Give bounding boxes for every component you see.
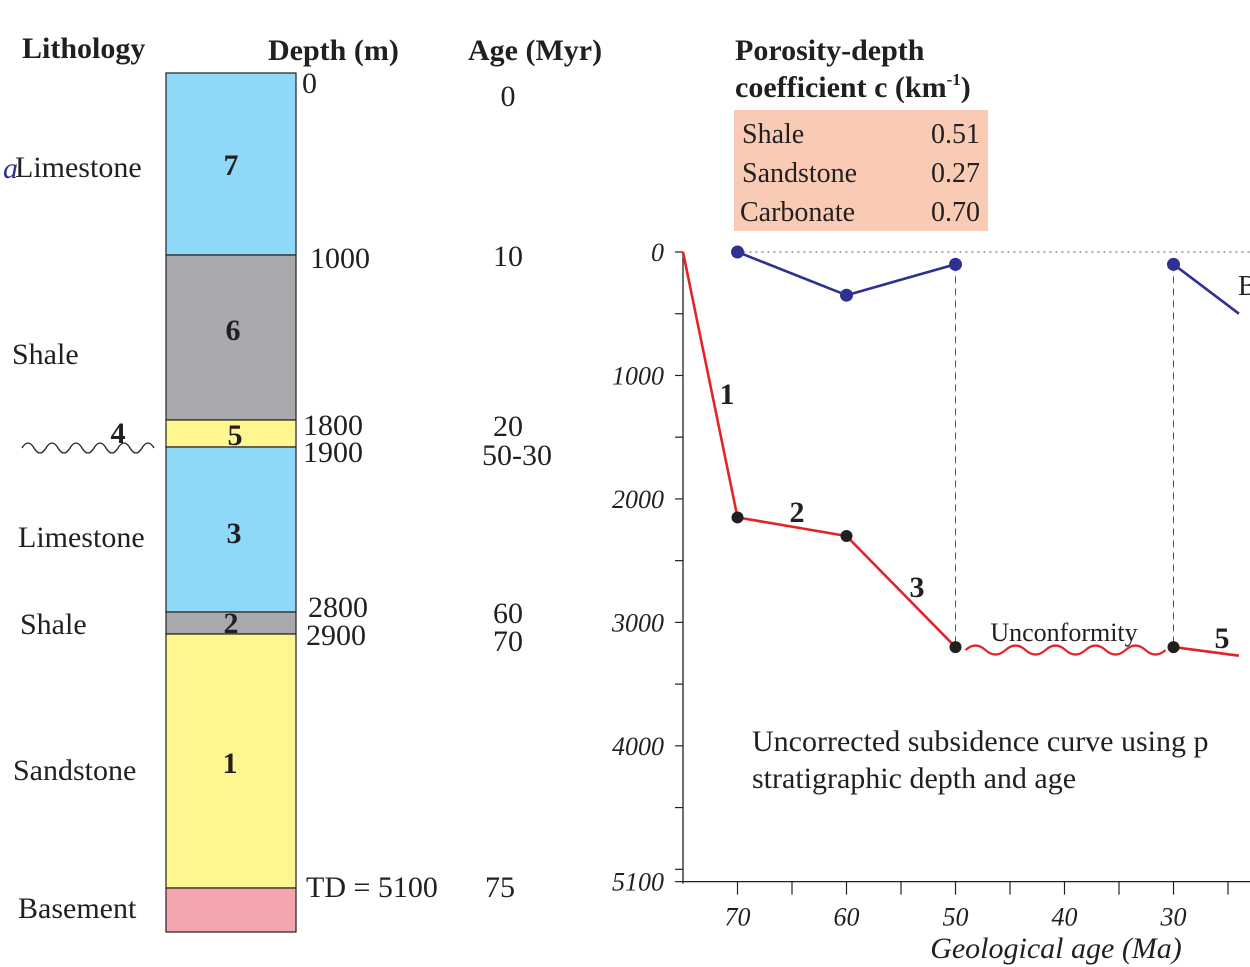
depth-header: Depth (m)	[268, 34, 399, 67]
unconformity-label: Unconformity	[990, 618, 1137, 647]
lith-label-sandstone: Sandstone	[13, 754, 136, 787]
y-tick-label: 1000	[612, 361, 664, 390]
porosity-row-shale-value: 0.51	[931, 119, 980, 150]
porosity-row-shale-lith: Shale	[742, 119, 804, 150]
age-label-50-30: 50-30	[482, 439, 552, 472]
porosity-title-main: coefficient c (km	[735, 71, 947, 104]
x-tick-label: 30	[1160, 903, 1187, 932]
red-series-point	[949, 641, 962, 654]
lith-label-shale-upper: Shale	[12, 338, 79, 371]
age-label-75: 75	[485, 871, 515, 904]
age-label-60: 60	[493, 597, 523, 630]
porosity-row-carbonate-lith: Carbonate	[740, 197, 855, 228]
porosity-title-line2: coefficient c (km-1)	[735, 70, 971, 104]
partial-series-label: B	[1238, 271, 1250, 302]
unconformity-wave-column	[21, 442, 155, 454]
lith-label-limestone-upper: Limestone	[15, 151, 142, 184]
red-series-point	[731, 511, 744, 524]
chart-note-line2: stratigraphic depth and age	[752, 762, 1076, 795]
unit-5-number: 5	[228, 419, 243, 452]
unit-7-number: 7	[224, 149, 239, 182]
red-series-line	[681, 251, 957, 649]
subsidence-chart: 0 1000 2000 3000 4000 5100 70 60 50 40 30	[611, 238, 1250, 932]
lith-label-basement: Basement	[18, 892, 137, 925]
segment-label-2: 2	[790, 496, 805, 529]
depth-label-0: 0	[302, 67, 317, 100]
x-tick-label: 40	[1052, 903, 1078, 932]
segment-label-3: 3	[910, 571, 925, 604]
red-series-upper-line	[1173, 645, 1240, 657]
lithology-header: Lithology	[22, 32, 145, 65]
lith-label-shale-lower: Shale	[20, 608, 87, 641]
depth-label-2900: 2900	[306, 619, 366, 652]
x-tick-label: 50	[943, 903, 969, 932]
unconformity-number: 4	[111, 417, 126, 450]
porosity-title-line1: Porosity-depth	[735, 34, 925, 67]
porosity-title-sup: -1	[947, 70, 961, 89]
depth-label-1900: 1900	[303, 436, 363, 469]
chart-guides	[737, 251, 1250, 648]
age-label-0: 0	[501, 80, 516, 113]
blue-series-point	[731, 245, 744, 259]
x-tick-label: 60	[834, 903, 860, 932]
age-label-70: 70	[493, 625, 523, 658]
porosity-table-bg	[734, 110, 988, 231]
y-tick-label: 3000	[611, 608, 664, 637]
strat-column	[165, 72, 297, 933]
age-header: Age (Myr)	[468, 34, 602, 67]
porosity-row-sandstone-value: 0.27	[931, 158, 980, 189]
chart-series	[681, 245, 1240, 657]
unit-3-number: 3	[227, 517, 242, 550]
unit-6-number: 6	[226, 314, 241, 347]
chart-note-line1: Uncorrected subsidence curve using p	[752, 725, 1209, 758]
age-label-10: 10	[493, 240, 523, 273]
edge-mark: a	[3, 152, 18, 185]
depth-label-1800: 1800	[303, 409, 363, 442]
x-axis-title: Geological age (Ma)	[930, 932, 1182, 965]
porosity-title-end: )	[961, 71, 971, 104]
unconformity-wave-chart	[964, 644, 1167, 656]
unit-1-number: 1	[223, 747, 238, 780]
depth-label-td: TD = 5100	[306, 871, 438, 904]
depth-label-1000: 1000	[310, 242, 370, 275]
blue-series-upper-point	[1167, 257, 1180, 271]
unit-7-box	[165, 72, 297, 256]
y-tick-label: 0	[651, 238, 664, 267]
unit-6-box	[165, 254, 297, 421]
basement-box	[165, 887, 297, 933]
y-tick-label: 5100	[612, 868, 664, 897]
x-tick-label: 70	[725, 903, 751, 932]
lith-label-limestone-lower: Limestone	[18, 521, 145, 554]
porosity-row-sandstone-lith: Sandstone	[742, 158, 857, 189]
y-tick-label: 2000	[612, 485, 664, 514]
age-label-20: 20	[493, 410, 523, 443]
unit-3-box	[165, 446, 297, 613]
blue-series-point	[949, 257, 962, 271]
segment-label-1: 1	[720, 378, 735, 411]
chart-axes: 0 1000 2000 3000 4000 5100 70 60 50 40 30	[611, 238, 1250, 932]
segment-label-5: 5	[1215, 622, 1230, 655]
y-tick-label: 4000	[612, 732, 664, 761]
blue-series-upper-line	[1172, 263, 1240, 315]
blue-series-point	[840, 288, 853, 302]
red-series-upper-point	[1167, 641, 1180, 654]
unit-2-number: 2	[224, 607, 239, 640]
depth-label-2800: 2800	[308, 591, 368, 624]
red-series-point	[840, 529, 853, 542]
porosity-row-carbonate-value: 0.70	[931, 197, 980, 228]
